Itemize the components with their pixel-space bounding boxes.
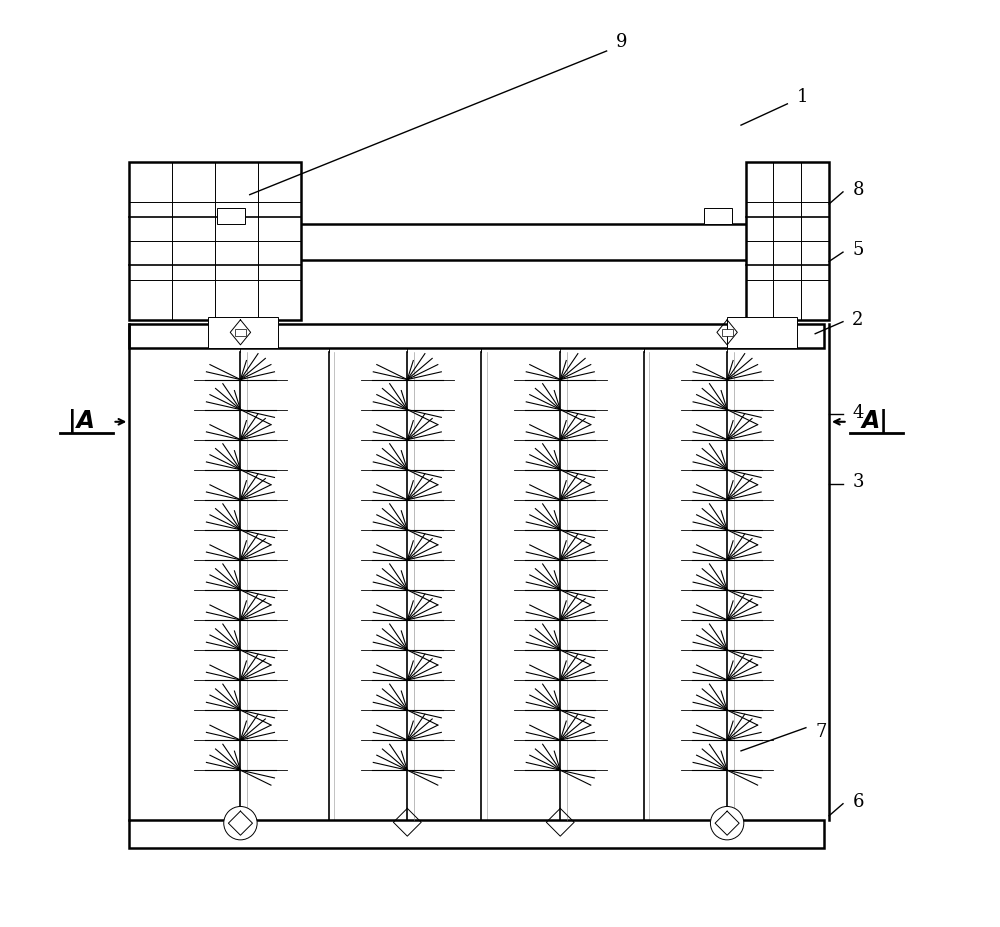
Bar [722,329,733,337]
Bar [129,162,301,320]
Circle shape [710,806,744,840]
Text: 6: 6 [852,793,864,811]
Bar [129,820,824,848]
Bar [704,208,732,224]
Bar [208,317,278,348]
Text: 3: 3 [852,473,864,491]
Bar [217,208,245,224]
Bar [157,224,797,260]
Bar [727,317,797,348]
Text: 5: 5 [852,241,864,260]
Text: 4: 4 [852,403,864,422]
Text: 1: 1 [797,88,808,107]
Text: 2: 2 [852,311,864,329]
Text: |A: |A [68,410,94,434]
Circle shape [224,806,257,840]
Text: 8: 8 [852,181,864,199]
Bar [129,324,824,348]
Bar [235,329,246,337]
Text: A|: A| [862,410,889,434]
Text: 9: 9 [616,32,627,51]
Bar [746,162,829,320]
Text: 7: 7 [815,723,827,742]
